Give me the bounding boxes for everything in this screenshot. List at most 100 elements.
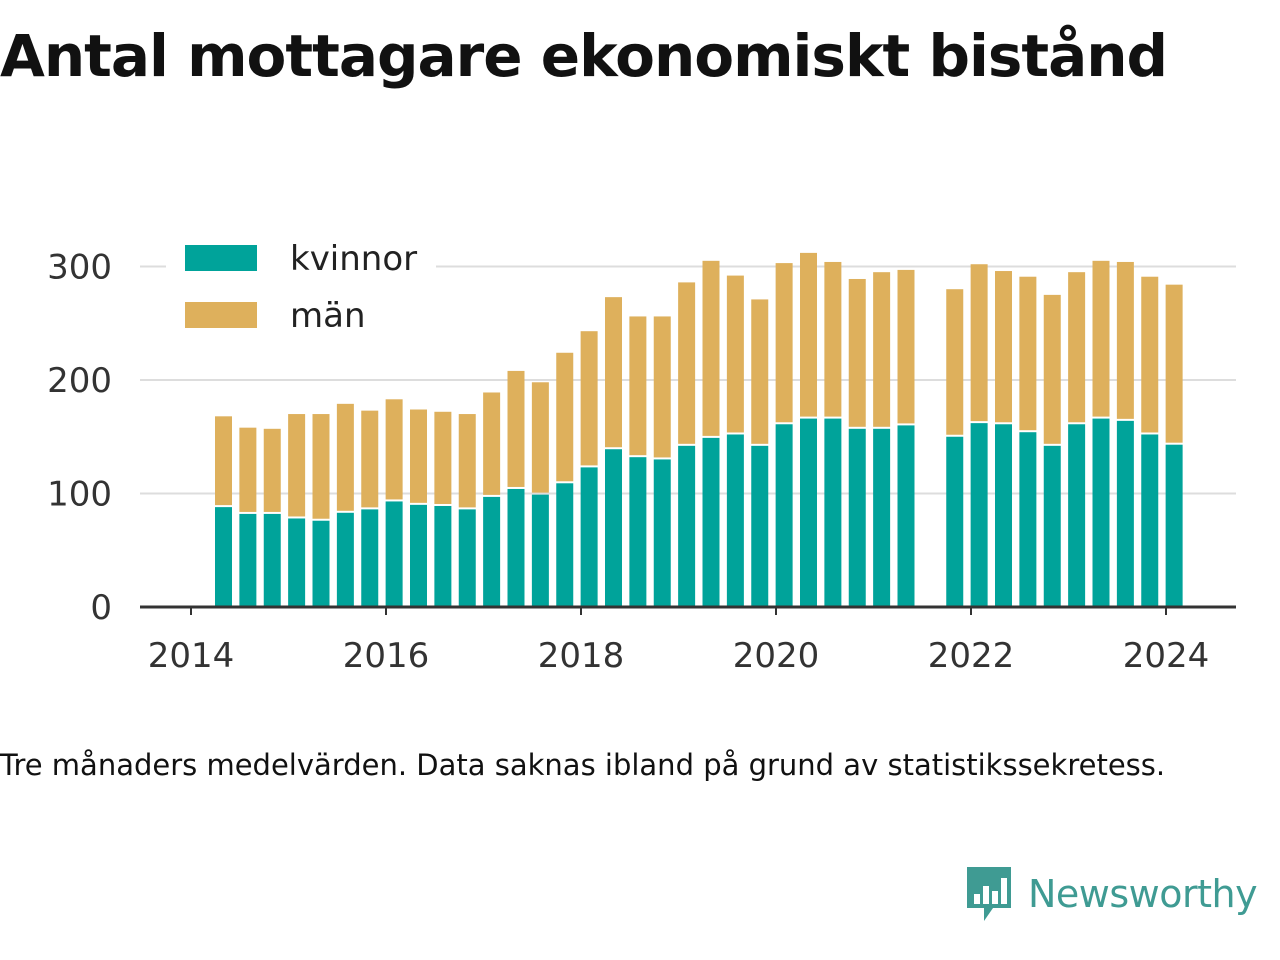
- bar-kvinnor-2020-11: [848, 428, 866, 607]
- bar-kvinnor-2020-02: [775, 424, 793, 607]
- bar-man-2015-08: [336, 403, 354, 511]
- bar-kvinnor-2018-05: [605, 449, 622, 607]
- bar-kvinnor-2014-11: [263, 513, 281, 607]
- bar-kvinnor-2016-02: [385, 501, 403, 607]
- bar-man-2018-02: [580, 331, 598, 466]
- bar-kvinnor-2022-11: [1043, 445, 1061, 607]
- bar-kvinnor-2023-05: [1092, 418, 1110, 607]
- brand-name: Newsworthy: [1028, 872, 1258, 916]
- bar-kvinnor-2016-11: [458, 509, 476, 607]
- legend-swatch-0: [185, 245, 257, 271]
- bar-man-2019-08: [726, 275, 744, 433]
- bar-kvinnor-2019-02: [678, 445, 696, 607]
- bar-kvinnor-2017-05: [507, 488, 525, 607]
- bar-man-2019-05: [702, 260, 720, 436]
- x-tick-label-2024: 2024: [1123, 636, 1210, 676]
- bar-man-2020-02: [775, 263, 793, 423]
- bar-man-2016-05: [410, 409, 427, 503]
- bar-man-2018-05: [605, 297, 622, 448]
- bar-kvinnor-2018-11: [653, 459, 671, 607]
- stacked-bar-chart: 0 100 200 300 2014 2016 2018 2020 2022 2024 kvinn…: [47, 226, 1236, 676]
- bar-man-2014-11: [263, 428, 281, 512]
- bar-man-2023-08: [1116, 261, 1134, 419]
- bar-man-2019-02: [678, 282, 696, 444]
- bar-kvinnor-2021-11: [946, 436, 964, 607]
- bar-kvinnor-2022-02: [970, 423, 988, 607]
- chart-caption: Tre månaders medelvärden. Data saknas ib…: [0, 748, 1166, 782]
- bar-kvinnor-2021-02: [873, 428, 891, 607]
- bar-kvinnor-2024-02: [1165, 444, 1183, 607]
- bar-man-2022-08: [1019, 276, 1037, 431]
- bar-man-2018-11: [653, 316, 671, 458]
- x-tick-label-2016: 2016: [343, 636, 430, 676]
- bar-man-2014-05: [215, 416, 232, 506]
- bar-kvinnor-2017-08: [531, 494, 549, 607]
- newsworthy-logo-icon: [967, 867, 1011, 921]
- bar-kvinnor-2015-02: [288, 518, 306, 607]
- bar-kvinnor-2019-05: [702, 437, 720, 607]
- bar-man-2019-11: [751, 299, 769, 444]
- bar-man-2015-02: [288, 414, 306, 517]
- bar-kvinnor-2014-08: [239, 513, 257, 607]
- bar-kvinnor-2023-11: [1141, 434, 1159, 607]
- bar-man-2017-11: [556, 352, 574, 482]
- bar-man-2016-08: [434, 411, 452, 504]
- bar-man-2023-02: [1068, 272, 1086, 423]
- bar-man-2020-11: [848, 278, 866, 427]
- bar-kvinnor-2020-05: [800, 418, 817, 607]
- bar-kvinnor-2016-05: [410, 504, 427, 607]
- bar-man-2016-02: [385, 399, 403, 500]
- bar-man-2016-11: [458, 414, 476, 508]
- bar-kvinnor-2022-05: [995, 424, 1012, 607]
- bar-kvinnor-2021-05: [897, 425, 915, 607]
- bar-kvinnor-2020-08: [824, 418, 842, 607]
- bar-kvinnor-2019-11: [751, 445, 769, 607]
- bar-man-2017-05: [507, 370, 525, 487]
- bar-man-2024-02: [1165, 284, 1183, 443]
- bar-man-2021-02: [873, 272, 891, 427]
- bar-man-2017-02: [483, 392, 501, 495]
- bar-man-2015-11: [361, 410, 379, 508]
- bar-man-2021-11: [946, 289, 964, 435]
- bar-man-2022-05: [995, 271, 1012, 423]
- x-tick-label-2018: 2018: [538, 636, 625, 676]
- bar-kvinnor-2022-08: [1019, 432, 1037, 607]
- legend-label-1: män: [290, 296, 366, 336]
- bar-man-2014-08: [239, 427, 257, 512]
- bar-man-2015-05: [312, 414, 330, 519]
- bar-man-2022-02: [970, 264, 988, 422]
- legend-swatch-1: [185, 302, 257, 328]
- y-tick-label-300: 300: [47, 248, 112, 288]
- bar-man-2018-08: [629, 316, 647, 456]
- y-tick-label-0: 0: [90, 588, 112, 628]
- bar-kvinnor-2016-08: [434, 505, 452, 607]
- bar-kvinnor-2018-08: [629, 457, 647, 607]
- x-tick-label-2020: 2020: [733, 636, 820, 676]
- bar-man-2022-11: [1043, 294, 1061, 444]
- bar-kvinnor-2015-11: [361, 509, 379, 607]
- bar-kvinnor-2017-11: [556, 483, 574, 607]
- bar-man-2021-05: [897, 269, 915, 424]
- bar-man-2020-05: [800, 252, 817, 417]
- bar-kvinnor-2023-08: [1116, 420, 1134, 607]
- chart-title: Antal mottagare ekonomiskt bistånd: [0, 22, 1168, 90]
- x-tick-label-2022: 2022: [928, 636, 1015, 676]
- legend: kvinnor män: [166, 226, 436, 340]
- bar-man-2023-05: [1092, 260, 1110, 417]
- bar-kvinnor-2014-05: [215, 507, 232, 607]
- bar-man-2017-08: [531, 382, 549, 493]
- y-tick-label-100: 100: [47, 475, 112, 515]
- bars: [215, 252, 1183, 607]
- brand[interactable]: Newsworthy: [964, 864, 1258, 924]
- bar-man-2020-08: [824, 261, 842, 417]
- y-tick-label-200: 200: [47, 361, 112, 401]
- x-tick-label-2014: 2014: [148, 636, 235, 676]
- bar-kvinnor-2023-02: [1068, 424, 1086, 607]
- legend-label-0: kvinnor: [290, 239, 417, 279]
- bar-kvinnor-2019-08: [726, 434, 744, 607]
- bar-kvinnor-2015-08: [336, 512, 354, 607]
- bar-man-2023-11: [1141, 276, 1159, 433]
- bar-kvinnor-2015-05: [312, 520, 330, 607]
- bar-kvinnor-2017-02: [483, 496, 501, 607]
- bar-kvinnor-2018-02: [580, 467, 598, 607]
